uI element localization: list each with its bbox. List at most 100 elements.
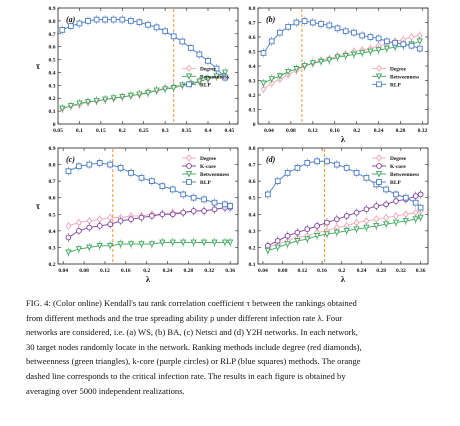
data-point-betweenness [343,228,350,235]
x-axis-label: λ [341,274,346,284]
data-point-betweenness [213,73,220,80]
data-point-rlp [293,19,300,26]
data-point-rlp [222,74,228,81]
data-point-rlp [334,25,341,32]
data-point-betweenness [200,239,208,246]
y-axis-label: τ [36,201,41,211]
x-tick-label: 0.4 [205,128,212,134]
data-point-betweenness [110,95,117,102]
x-tick-label: 0.32 [396,268,406,274]
data-point-rlp [318,21,324,27]
data-point-rlp [93,16,100,23]
y-axis-label: τ [36,61,41,71]
data-point-rlp [265,191,271,198]
data-point-betweenness [323,231,331,238]
data-point-betweenness [162,86,169,93]
data-point-rlp [359,32,366,39]
data-point-rlp [180,191,187,198]
panel-c: 0.04 0.08 0.12 0.16 0.2 0.24 0.28 0.32 0.36 0.2 0.… [36,146,239,284]
data-point-rlp [65,168,72,175]
data-point-kcore [169,211,176,218]
legend-marker-rlp [376,81,382,88]
x-tick-label: 0.2 [353,128,360,134]
caption-line: dashed line corresponds to the critical … [26,370,346,381]
data-point-kcore [274,237,281,244]
data-point-kcore [333,216,340,223]
data-point-rlp [393,191,399,198]
legend-marker-kcore [186,163,192,169]
data-point-kcore [211,206,218,213]
data-point-betweenness [367,48,374,55]
data-point-rlp [227,203,234,209]
y-tick-label: 0.2 [49,262,56,268]
y-tick-label: 0 [53,122,56,128]
data-point-rlp [85,18,91,24]
x-tick-label: 0.32 [418,128,428,134]
data-point-degree [260,85,267,93]
data-point-rlp [68,23,74,29]
data-point-rlp [268,38,275,45]
figure-caption: FIG. 4: (Color online) Kendall's tau ran… [26,296,438,398]
y-tick-label: 0.3 [249,229,256,235]
x-tick-label: 0.24 [374,128,384,134]
data-point-betweenness [284,241,291,248]
y-tick-label: 0.4 [49,229,56,235]
legend-marker-rlp [186,81,192,88]
legend-label-degree: Degree [390,66,407,72]
panel-label: (b) [266,15,276,24]
data-point-rlp [128,18,134,24]
data-point-rlp [169,186,176,193]
data-point-rlp [309,19,316,26]
data-point-kcore [128,216,134,223]
caption-line: 30 target nodes randomly locate in the n… [26,341,362,352]
x-tick-label: 0.08 [286,128,296,134]
y-tick-label: 0.4 [49,70,56,76]
data-point-rlp [343,165,350,171]
data-point-rlp [117,165,124,171]
series-betweenness [59,67,229,114]
data-point-betweenness [274,244,281,251]
legend-label-kcore: K-core [200,164,216,170]
x-tick-label: 0.12 [100,268,110,274]
y-tick-label: 0.5 [249,50,256,56]
legend-label-degree: Degree [200,156,217,162]
series-rlp [65,158,234,211]
x-tick-label: 0.15 [96,128,106,134]
y-tick-label: 0.5 [49,58,56,64]
data-point-betweenness [159,239,166,246]
y-tick-label: 0.4 [249,64,256,70]
data-point-betweenness [96,242,103,250]
data-point-betweenness [227,239,234,246]
legend-label-degree: Degree [390,156,407,162]
caption-line: betweenness (green triangles), k-core (p… [26,356,361,367]
legend-label-rlp: RLP [200,180,211,186]
data-point-betweenness [180,239,187,246]
data-point-rlp [153,24,160,31]
data-point-rlp [211,199,218,206]
data-point-kcore [304,226,311,233]
data-point-betweenness [127,92,134,100]
y-tick-label: 0.7 [49,179,56,185]
data-point-rlp [301,18,308,24]
x-tick-label: 0.35 [182,128,192,134]
data-point-kcore [76,228,82,234]
caption-line: from different methods and the true spre… [26,312,343,323]
y-tick-label: 0.8 [49,163,56,169]
y-tick-label: 0.1 [49,109,56,115]
y-tick-label: 0.7 [249,163,256,169]
data-point-betweenness [221,239,229,246]
legend: Degree K-core Betweenness RLP [372,154,419,186]
data-point-rlp [326,22,333,29]
data-point-kcore [117,218,124,224]
y-tick-label: 0.8 [49,19,56,25]
data-point-betweenness [268,76,275,83]
data-point-betweenness [169,239,176,246]
legend-marker-betweenness [185,73,193,80]
y-tick-label: 0.5 [49,212,56,218]
data-point-rlp [196,51,203,58]
y-tick-label: 0.3 [49,83,56,89]
x-tick-label: 0.45 [225,128,235,134]
y-tick-label: 0.6 [49,45,56,51]
series-betweenness [65,237,234,257]
data-point-betweenness [170,85,177,92]
